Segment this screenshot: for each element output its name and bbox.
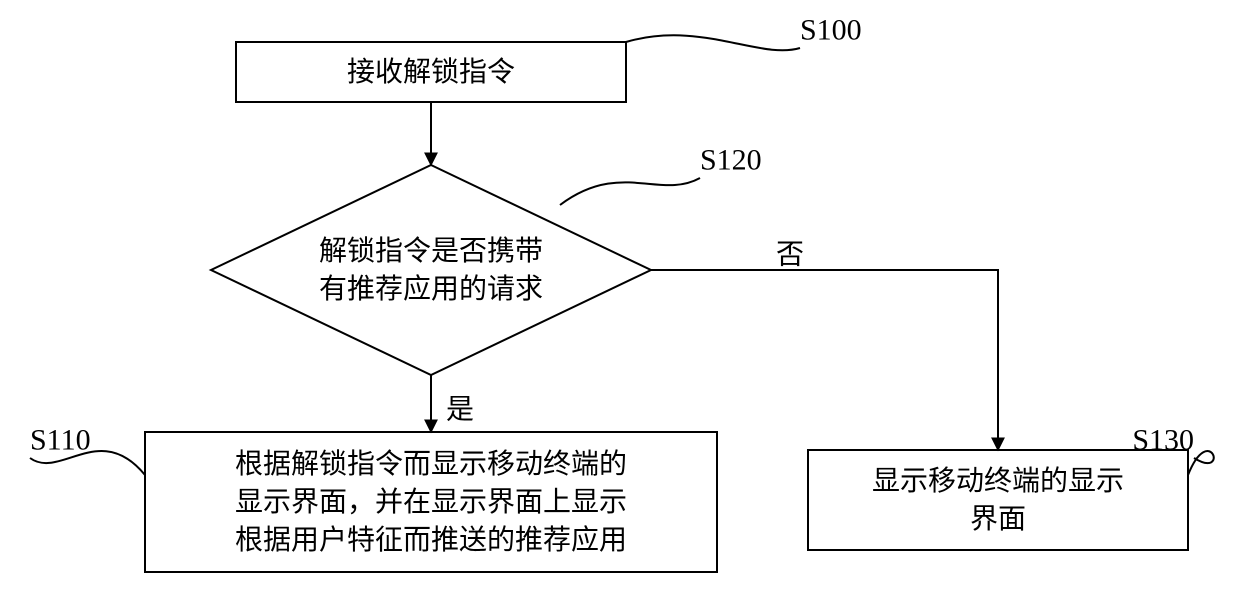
- callout-label-s120: S120: [700, 144, 762, 177]
- callout-curve-s120: [560, 178, 700, 205]
- callout-curve-s100: [626, 35, 800, 50]
- edge-label-e3: 否: [776, 240, 804, 271]
- callout-label-s100: S100: [800, 14, 862, 47]
- node-text-s100: 接收解锁指令: [347, 56, 515, 88]
- callout-label-s110: S110: [30, 424, 91, 457]
- node-s110: 根据解锁指令而显示移动终端的显示界面，并在显示界面上显示根据用户特征而推送的推荐…: [145, 432, 717, 572]
- node-text-s110: 根据解锁指令而显示移动终端的显示界面，并在显示界面上显示根据用户特征而推送的推荐…: [235, 448, 627, 556]
- edge-label-e2: 是: [446, 395, 474, 426]
- callout-label-s130: S130: [1132, 424, 1194, 457]
- node-s100: 接收解锁指令: [236, 42, 626, 102]
- node-diamond-s120: [211, 165, 651, 375]
- edge-e3: [651, 270, 998, 450]
- node-s130: 显示移动终端的显示界面: [808, 450, 1188, 550]
- node-s120: 解锁指令是否携带有推荐应用的请求: [211, 165, 651, 375]
